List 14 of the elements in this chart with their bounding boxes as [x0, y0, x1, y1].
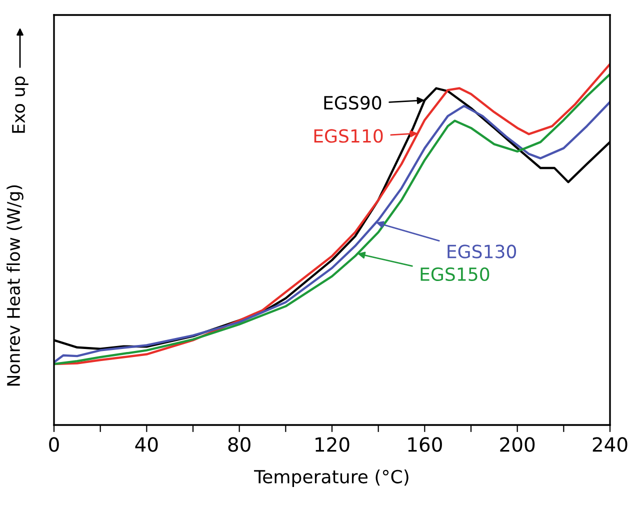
y-axis-title: Nonrev Heat flow (W/g) — [6, 185, 24, 386]
x-tick-label: 120 — [316, 437, 350, 452]
x-tick-label: 0 — [49, 437, 59, 452]
x-tick-label: 40 — [135, 437, 158, 452]
text: Exo up — [12, 76, 28, 133]
x-tick-label: 160 — [408, 437, 442, 452]
x-tick-label: 200 — [500, 437, 535, 452]
annotation: EGS90 — [324, 96, 382, 110]
x-tick-label: 80 — [228, 437, 250, 452]
annotation: EGS110 — [314, 129, 383, 143]
annotation: EGS150 — [420, 267, 490, 282]
annotation: EGS130 — [448, 244, 516, 258]
x-tick-label: 240 — [592, 437, 628, 452]
x-axis-title: Temperature (°C) — [254, 470, 408, 487]
